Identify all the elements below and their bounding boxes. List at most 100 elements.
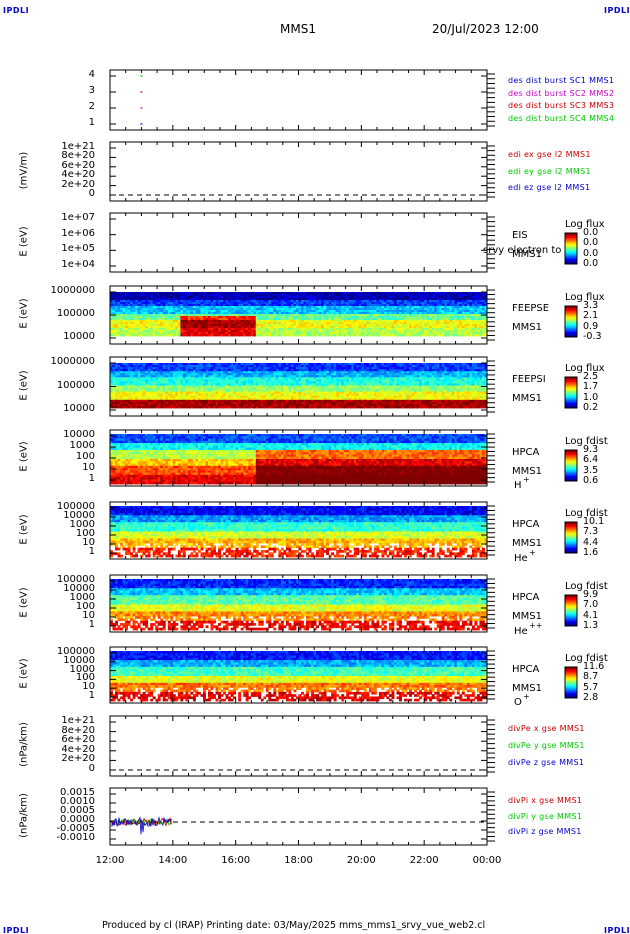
spectrogram-cell	[429, 308, 433, 311]
spectrogram-cell	[381, 379, 385, 382]
spectrogram-cell	[303, 320, 307, 323]
spectrogram-cell	[135, 322, 139, 325]
spectrogram-cell	[303, 379, 307, 382]
spectrogram-cell	[424, 318, 428, 321]
spectrogram-cell	[120, 371, 123, 374]
spectrogram-cell	[313, 320, 317, 323]
spectrogram-cell	[346, 296, 350, 299]
spectrogram-cell	[308, 300, 312, 303]
spectrogram-cell	[208, 298, 211, 301]
spectrogram-cell	[187, 369, 191, 372]
spectrogram-cell	[456, 363, 460, 366]
spectrogram-cell	[361, 302, 365, 305]
spectrogram-cell	[431, 300, 435, 303]
spectrogram-cell	[197, 324, 201, 327]
spectrogram-cell	[208, 326, 211, 329]
spectrogram-cell	[152, 369, 156, 372]
spectrogram-cell	[250, 379, 254, 382]
colorbar-swatch	[565, 260, 577, 262]
spectrogram-cell	[190, 318, 194, 321]
spectrogram-cell	[172, 306, 176, 309]
spectrogram-cell	[313, 367, 317, 370]
spectrogram-cell	[225, 334, 229, 337]
spectrogram-cell	[371, 330, 375, 333]
spectrogram-cell	[293, 322, 297, 325]
spectrogram-cell	[333, 375, 337, 378]
spectrogram-cell	[208, 316, 211, 319]
spectrogram-cell	[464, 296, 468, 299]
spectrogram-cell	[180, 371, 184, 374]
spectrogram-cell	[258, 363, 262, 366]
spectrogram-cell	[361, 371, 365, 374]
spectrogram-cell	[125, 332, 128, 335]
spectrogram-cell	[155, 379, 159, 382]
spectrogram-cell	[454, 318, 458, 321]
spectrogram-cell	[137, 371, 141, 374]
spectrogram-cell	[197, 371, 201, 374]
spectrogram-cell	[260, 294, 264, 297]
spectrogram-cell	[381, 294, 385, 297]
spectrogram-cell	[223, 296, 227, 299]
spectrogram-cell	[401, 379, 405, 382]
spectrogram-cell	[127, 322, 131, 325]
spectrogram-cell	[409, 367, 412, 370]
spectrogram-cell	[195, 369, 199, 372]
spectrogram-cell	[115, 365, 118, 368]
spectrogram-cell	[351, 328, 355, 331]
spectrogram-cell	[449, 334, 453, 337]
spectrogram-cell	[255, 375, 259, 378]
spectrogram-cell	[353, 332, 357, 335]
spectrogram-cell	[358, 308, 362, 311]
spectrogram-cell	[122, 304, 126, 307]
spectrogram-cell	[399, 365, 402, 368]
spectrogram-cell	[275, 296, 279, 299]
spectrogram-cell	[333, 379, 337, 382]
spectrogram-cell	[373, 369, 377, 372]
spectrogram-cell	[366, 302, 370, 305]
spectrogram-cell	[451, 296, 455, 299]
spectrogram-cell	[454, 324, 458, 327]
spectrogram-cell	[368, 375, 372, 378]
spectrogram-cell	[263, 316, 267, 319]
spectrogram-cell	[409, 334, 412, 337]
spectrogram-cell	[409, 298, 412, 301]
spectrogram-cell	[290, 367, 294, 370]
spectrogram-cell	[250, 365, 254, 368]
spectrogram-cell	[456, 375, 460, 378]
spectrogram-cell	[248, 334, 252, 337]
spectrogram-cell	[258, 367, 262, 370]
spectrogram-cell	[248, 330, 252, 333]
spectrogram-cell	[421, 322, 425, 325]
spectrogram-cell	[160, 363, 164, 366]
spectrogram-cell	[358, 363, 362, 366]
spectrogram-cell	[135, 314, 139, 317]
spectrogram-cell	[285, 296, 289, 299]
spectrogram-cell	[248, 310, 252, 313]
spectrogram-cell	[197, 310, 201, 313]
spectrogram-cell	[434, 316, 438, 319]
spectrogram-cell	[368, 373, 372, 376]
spectrogram-cell	[331, 300, 335, 303]
spectrogram-cell	[346, 292, 350, 295]
spectrogram-cell	[429, 296, 433, 299]
spectrogram-cell	[295, 322, 299, 325]
spectrogram-cell	[394, 326, 397, 329]
spectrogram-cell	[464, 320, 468, 323]
spectrogram-cell	[192, 365, 196, 368]
spectrogram-cell	[192, 320, 196, 323]
spectrogram-cell	[394, 377, 397, 380]
spectrogram-cell	[454, 314, 458, 317]
spectrogram-cell	[394, 328, 397, 331]
spectrogram-cell	[202, 300, 206, 303]
spectrogram-cell	[152, 300, 156, 303]
spectrogram-cell	[381, 334, 385, 337]
spectrogram-cell	[424, 310, 428, 313]
spectrogram-cell	[215, 298, 219, 301]
spectrogram-cell	[210, 363, 214, 366]
spectrogram-cell	[283, 316, 287, 319]
spectrogram-cell	[469, 310, 473, 313]
spectrogram-cell	[378, 363, 382, 366]
spectrogram-cell	[373, 300, 377, 303]
spectrogram-cell	[243, 332, 247, 335]
spectrogram-cell	[150, 324, 154, 327]
